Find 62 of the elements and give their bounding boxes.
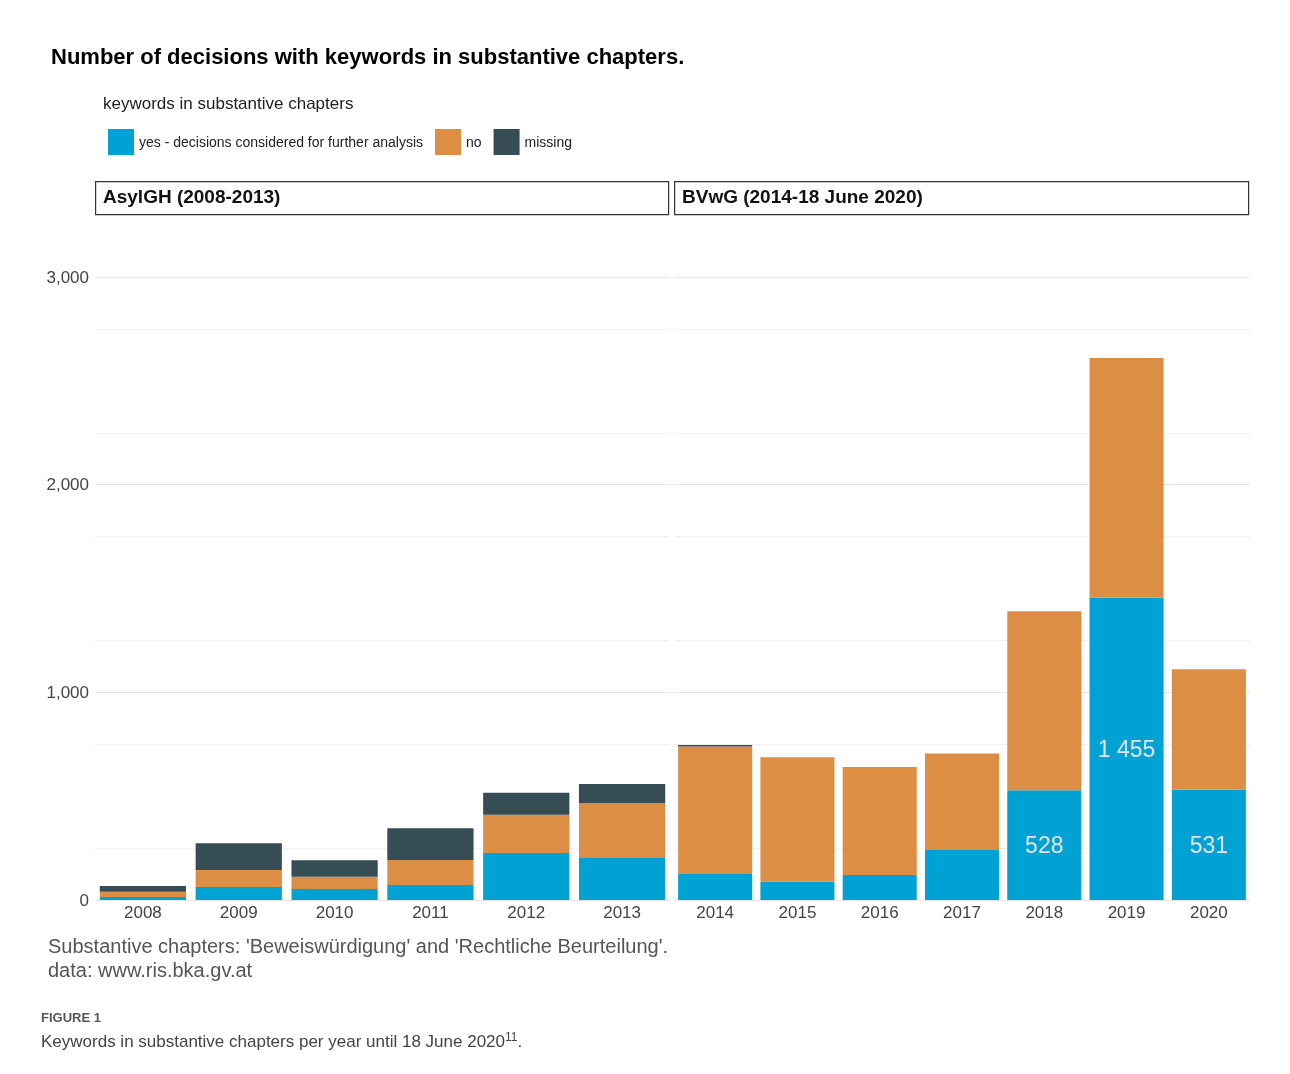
bar <box>483 792 570 815</box>
bar <box>578 784 666 804</box>
x-tick-label: 2018 <box>1025 903 1064 922</box>
x-tick-label: 2010 <box>315 903 354 922</box>
bar <box>842 875 917 900</box>
bar <box>1171 669 1246 790</box>
legend-label: yes - decisions considered for further analysis <box>139 134 424 150</box>
legend-label: missing <box>524 134 573 150</box>
bar <box>387 859 474 886</box>
x-tick-label: 2019 <box>1107 903 1146 922</box>
bar <box>924 753 1000 850</box>
x-tick-label: 2014 <box>696 903 735 922</box>
x-tick-label: 2008 <box>124 903 162 922</box>
x-tick-label: 2009 <box>219 903 258 922</box>
bar <box>195 843 282 870</box>
bar <box>387 885 474 900</box>
bar <box>1007 611 1082 791</box>
x-tick-label: 2013 <box>603 903 641 922</box>
bar <box>99 885 187 892</box>
x-tick-label: 2017 <box>943 903 981 922</box>
bar <box>760 757 835 882</box>
bar <box>387 828 474 860</box>
data-label: 528 <box>1025 832 1064 859</box>
x-tick-label: 2015 <box>778 903 817 922</box>
bar <box>291 888 378 900</box>
y-tick-label: 3,000 <box>46 267 89 287</box>
x-tick-label: 2011 <box>412 903 449 922</box>
legend-title: keywords in substantive chapters <box>103 94 354 113</box>
y-tick-label: 1,000 <box>46 682 89 702</box>
bar <box>195 869 282 888</box>
bar <box>678 746 753 875</box>
x-tick-label: 2016 <box>860 903 899 922</box>
text: data: www.ris.bka.gv.at <box>48 959 253 981</box>
bar <box>578 803 666 858</box>
bar <box>483 814 570 854</box>
bar <box>1089 357 1164 598</box>
legend-label: no <box>466 134 482 150</box>
bar <box>195 887 282 900</box>
bar <box>1007 790 1082 900</box>
bar <box>760 881 835 900</box>
bar <box>483 853 570 900</box>
bar <box>99 896 187 900</box>
chart-subtitle: AsylGH (2008-2013) <box>103 186 281 207</box>
bar <box>678 874 753 900</box>
chart-subtitle: BVwG (2014-18 June 2020) <box>682 186 923 207</box>
x-tick-label: 2020 <box>1189 903 1228 922</box>
chart-title: Number of decisions with keywords in substantive chapters. <box>51 43 685 69</box>
bar <box>291 860 378 877</box>
data-label: 531 <box>1189 831 1229 858</box>
data-label: 1 455 <box>1097 735 1156 762</box>
bar <box>842 766 917 876</box>
text: Substantive chapters: 'Beweiswürdigung' and 'Rechtliche Beurteilung'. <box>48 935 669 957</box>
bar <box>1171 789 1246 900</box>
caption: FIGURE 1 <box>41 1010 101 1025</box>
bar <box>1089 597 1164 900</box>
bar <box>578 857 666 900</box>
y-tick-label: 0 <box>79 890 89 910</box>
bar <box>924 849 1000 900</box>
x-tick-label: 2012 <box>507 903 546 922</box>
bar <box>99 891 187 897</box>
y-tick-label: 2,000 <box>46 475 89 495</box>
bar <box>291 876 378 889</box>
